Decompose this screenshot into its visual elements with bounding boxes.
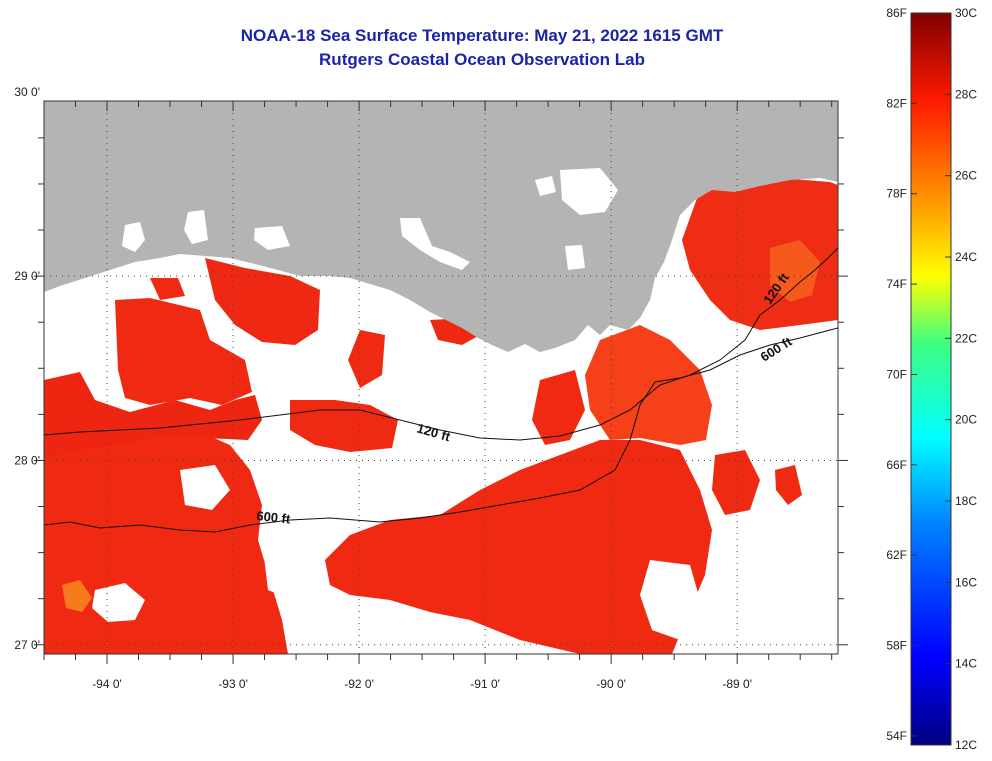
lon-tick-label: -94 0' — [92, 677, 122, 691]
colorbar-celsius-labels: 30C 28C 26C 24C 22C 20C 18C 16C 14C 12C — [955, 6, 977, 752]
lon-tick-label: -92 0' — [344, 677, 374, 691]
land-hole-2 — [184, 210, 208, 244]
sst-region-mid-south — [532, 370, 585, 445]
land-hole-7 — [565, 245, 585, 270]
sst-region-ne-warm-core — [770, 240, 820, 302]
fahrenheit-label: 82F — [886, 96, 907, 110]
celsius-label: 22C — [955, 331, 977, 345]
sst-region-small-ne — [150, 278, 185, 300]
contour-600ft — [44, 327, 838, 533]
sst-region-central-south — [325, 440, 712, 654]
celsius-label: 24C — [955, 250, 977, 264]
sst-region-sw-warm — [62, 580, 92, 612]
sst-region-coastal-west — [205, 258, 320, 345]
land-hole-5 — [560, 168, 618, 215]
cloud-patch-south-central — [262, 540, 310, 600]
cloud-patch-se — [640, 560, 700, 640]
colorbar — [910, 12, 952, 746]
sst-region-nw-blob — [115, 298, 252, 405]
colorbar-ticks — [911, 12, 951, 746]
celsius-label: 20C — [955, 413, 977, 427]
cloud-patch-east — [716, 380, 738, 425]
sst-data-layer — [44, 178, 838, 654]
land-hole-6 — [535, 176, 556, 196]
celsius-label: 14C — [955, 657, 977, 671]
lat-tick-label: 28 0' — [14, 453, 40, 467]
land-mass — [44, 101, 838, 352]
lon-tick-label: -91 0' — [470, 677, 500, 691]
fahrenheit-label: 58F — [886, 639, 907, 653]
cloud-patch-center — [398, 450, 470, 495]
lat-tick-label: 29 0' — [14, 269, 40, 283]
sst-region-east-south — [712, 450, 760, 515]
contour-120ft — [44, 247, 838, 441]
lat-tick-label: 27 0' — [14, 638, 40, 652]
cloud-patch-mid — [180, 465, 230, 510]
fahrenheit-label: 62F — [886, 548, 907, 562]
lon-tick-label: -93 0' — [218, 677, 248, 691]
celsius-label: 12C — [955, 738, 977, 752]
cloud-patch-sw — [92, 583, 145, 622]
map-title: NOAA-18 Sea Surface Temperature: May 21,… — [240, 26, 724, 45]
land-hole-3 — [254, 226, 290, 250]
fahrenheit-label: 86F — [886, 6, 907, 20]
sst-region-west-mid — [44, 372, 262, 458]
fahrenheit-label: 78F — [886, 187, 907, 201]
sst-region-east-patch — [775, 465, 802, 505]
contour-label-600ft-west: 600 ft — [256, 508, 292, 527]
fahrenheit-label: 54F — [886, 729, 907, 743]
colorbar-fahrenheit-labels: 86F 82F 78F 74F 70F 66F 62F 58F 54F — [886, 6, 907, 743]
fahrenheit-label: 66F — [886, 458, 907, 472]
lon-tick-label: -89 0' — [722, 677, 752, 691]
axis-ticks — [34, 101, 848, 664]
sst-region-mississippi-plume — [585, 325, 712, 445]
land-hole-1 — [122, 222, 145, 252]
celsius-label: 16C — [955, 575, 977, 589]
land-cloud-holes — [122, 168, 618, 270]
axis-tick-labels: -94 0' -93 0' -92 0' -91 0' -90 0' -89 0' 30 0… — [14, 85, 752, 691]
lat-tick-label: 30 0' — [14, 85, 40, 99]
cloud-mask-layer — [92, 380, 738, 640]
lon-tick-label: -90 0' — [596, 677, 626, 691]
sst-region-central-north — [348, 330, 385, 388]
map-subtitle: Rutgers Coastal Ocean Observation Lab — [319, 50, 645, 69]
celsius-label: 28C — [955, 87, 977, 101]
fahrenheit-label: 70F — [886, 367, 907, 381]
map-frame — [43, 100, 839, 655]
celsius-label: 30C — [955, 6, 977, 20]
celsius-label: 26C — [955, 169, 977, 183]
land-hole-4 — [400, 218, 470, 270]
fahrenheit-label: 74F — [886, 277, 907, 291]
graticule — [44, 101, 838, 654]
celsius-label: 18C — [955, 494, 977, 508]
bathymetry-contours — [44, 247, 838, 533]
